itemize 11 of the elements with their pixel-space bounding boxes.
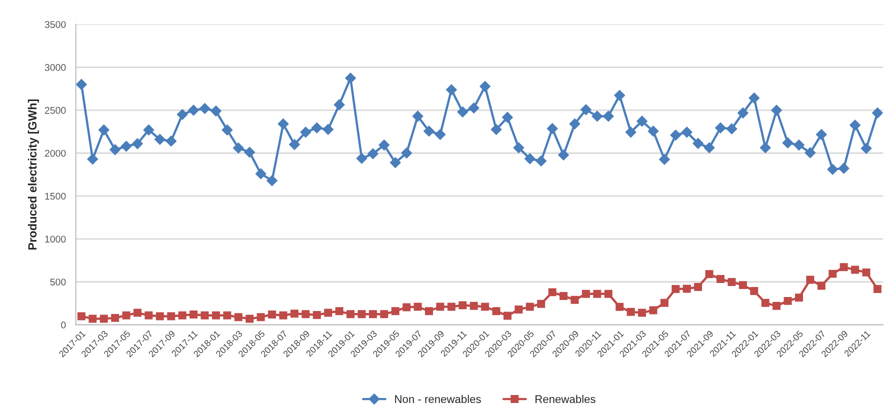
y-tick-label: 1500 [45,192,66,200]
y-tick-label: 1000 [45,236,66,243]
legend-label: Renewables [536,394,596,404]
y-axis-title: Produced electricity [GWh] [28,99,39,250]
y-tick-label: 2000 [44,150,66,157]
y-tick-label: 0 [61,322,66,328]
y-tick-label: 2500 [44,106,66,114]
legend-label: Non - renewables [395,394,481,404]
y-tick-label: 3500 [44,21,66,28]
y-tick-label: 3000 [44,64,66,71]
y-tick-label: 500 [50,278,66,286]
